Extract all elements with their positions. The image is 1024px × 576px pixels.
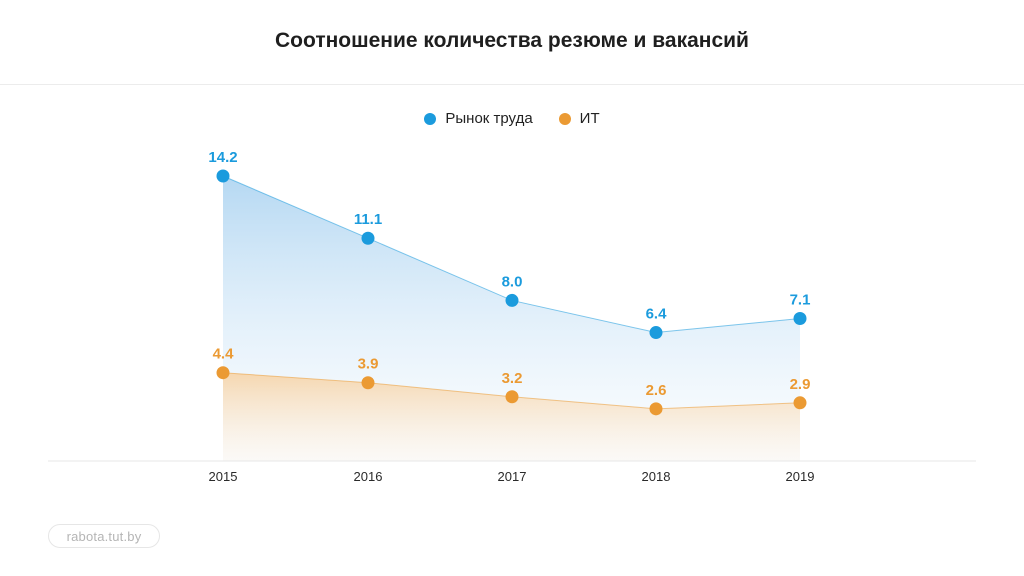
x-tick-2016: 2016 bbox=[354, 469, 383, 484]
x-tick-2019: 2019 bbox=[786, 469, 815, 484]
data-label-it-2015: 4.4 bbox=[213, 346, 235, 363]
point-market-2015 bbox=[216, 169, 230, 183]
legend-it-dot bbox=[558, 112, 571, 125]
point-market-2016 bbox=[361, 231, 375, 245]
point-it-2018 bbox=[649, 402, 663, 416]
data-label-market-2016: 11.1 bbox=[354, 211, 382, 228]
x-tick-2018: 2018 bbox=[642, 469, 671, 484]
legend-item-it: ИТ bbox=[558, 110, 600, 127]
point-market-2017 bbox=[505, 293, 519, 307]
point-it-2015 bbox=[216, 366, 230, 380]
data-label-market-2017: 8.0 bbox=[502, 273, 523, 290]
watermark-badge: rabota.tut.by bbox=[48, 524, 160, 548]
chart-title: Соотношение количества резюме и вакансий bbox=[275, 29, 749, 52]
data-label-market-2015: 14.2 bbox=[208, 149, 237, 166]
x-tick-2017: 2017 bbox=[498, 469, 527, 484]
area-fill-it bbox=[223, 372, 800, 461]
data-label-market-2019: 7.1 bbox=[790, 292, 811, 309]
point-it-2017 bbox=[505, 390, 519, 404]
data-label-it-2016: 3.9 bbox=[358, 356, 379, 373]
data-label-market-2018: 6.4 bbox=[646, 306, 668, 323]
legend-market-label: Рынок труда bbox=[445, 110, 533, 127]
data-label-it-2017: 3.2 bbox=[502, 370, 523, 387]
legend-it-label: ИТ bbox=[579, 110, 600, 127]
point-market-2018 bbox=[649, 326, 663, 340]
legend-item-market: Рынок труда bbox=[424, 110, 533, 127]
data-label-it-2019: 2.9 bbox=[790, 376, 811, 393]
point-market-2019 bbox=[793, 312, 807, 325]
chart-legend: Рынок труда ИТ bbox=[0, 110, 1024, 127]
point-it-2016 bbox=[361, 376, 375, 390]
x-tick-2015: 2015 bbox=[209, 469, 238, 484]
data-label-it-2018: 2.6 bbox=[646, 382, 667, 399]
point-it-2019 bbox=[793, 396, 807, 410]
legend-market-dot bbox=[424, 112, 437, 125]
chart-header: Соотношение количества резюме и вакансий bbox=[0, 0, 1024, 85]
